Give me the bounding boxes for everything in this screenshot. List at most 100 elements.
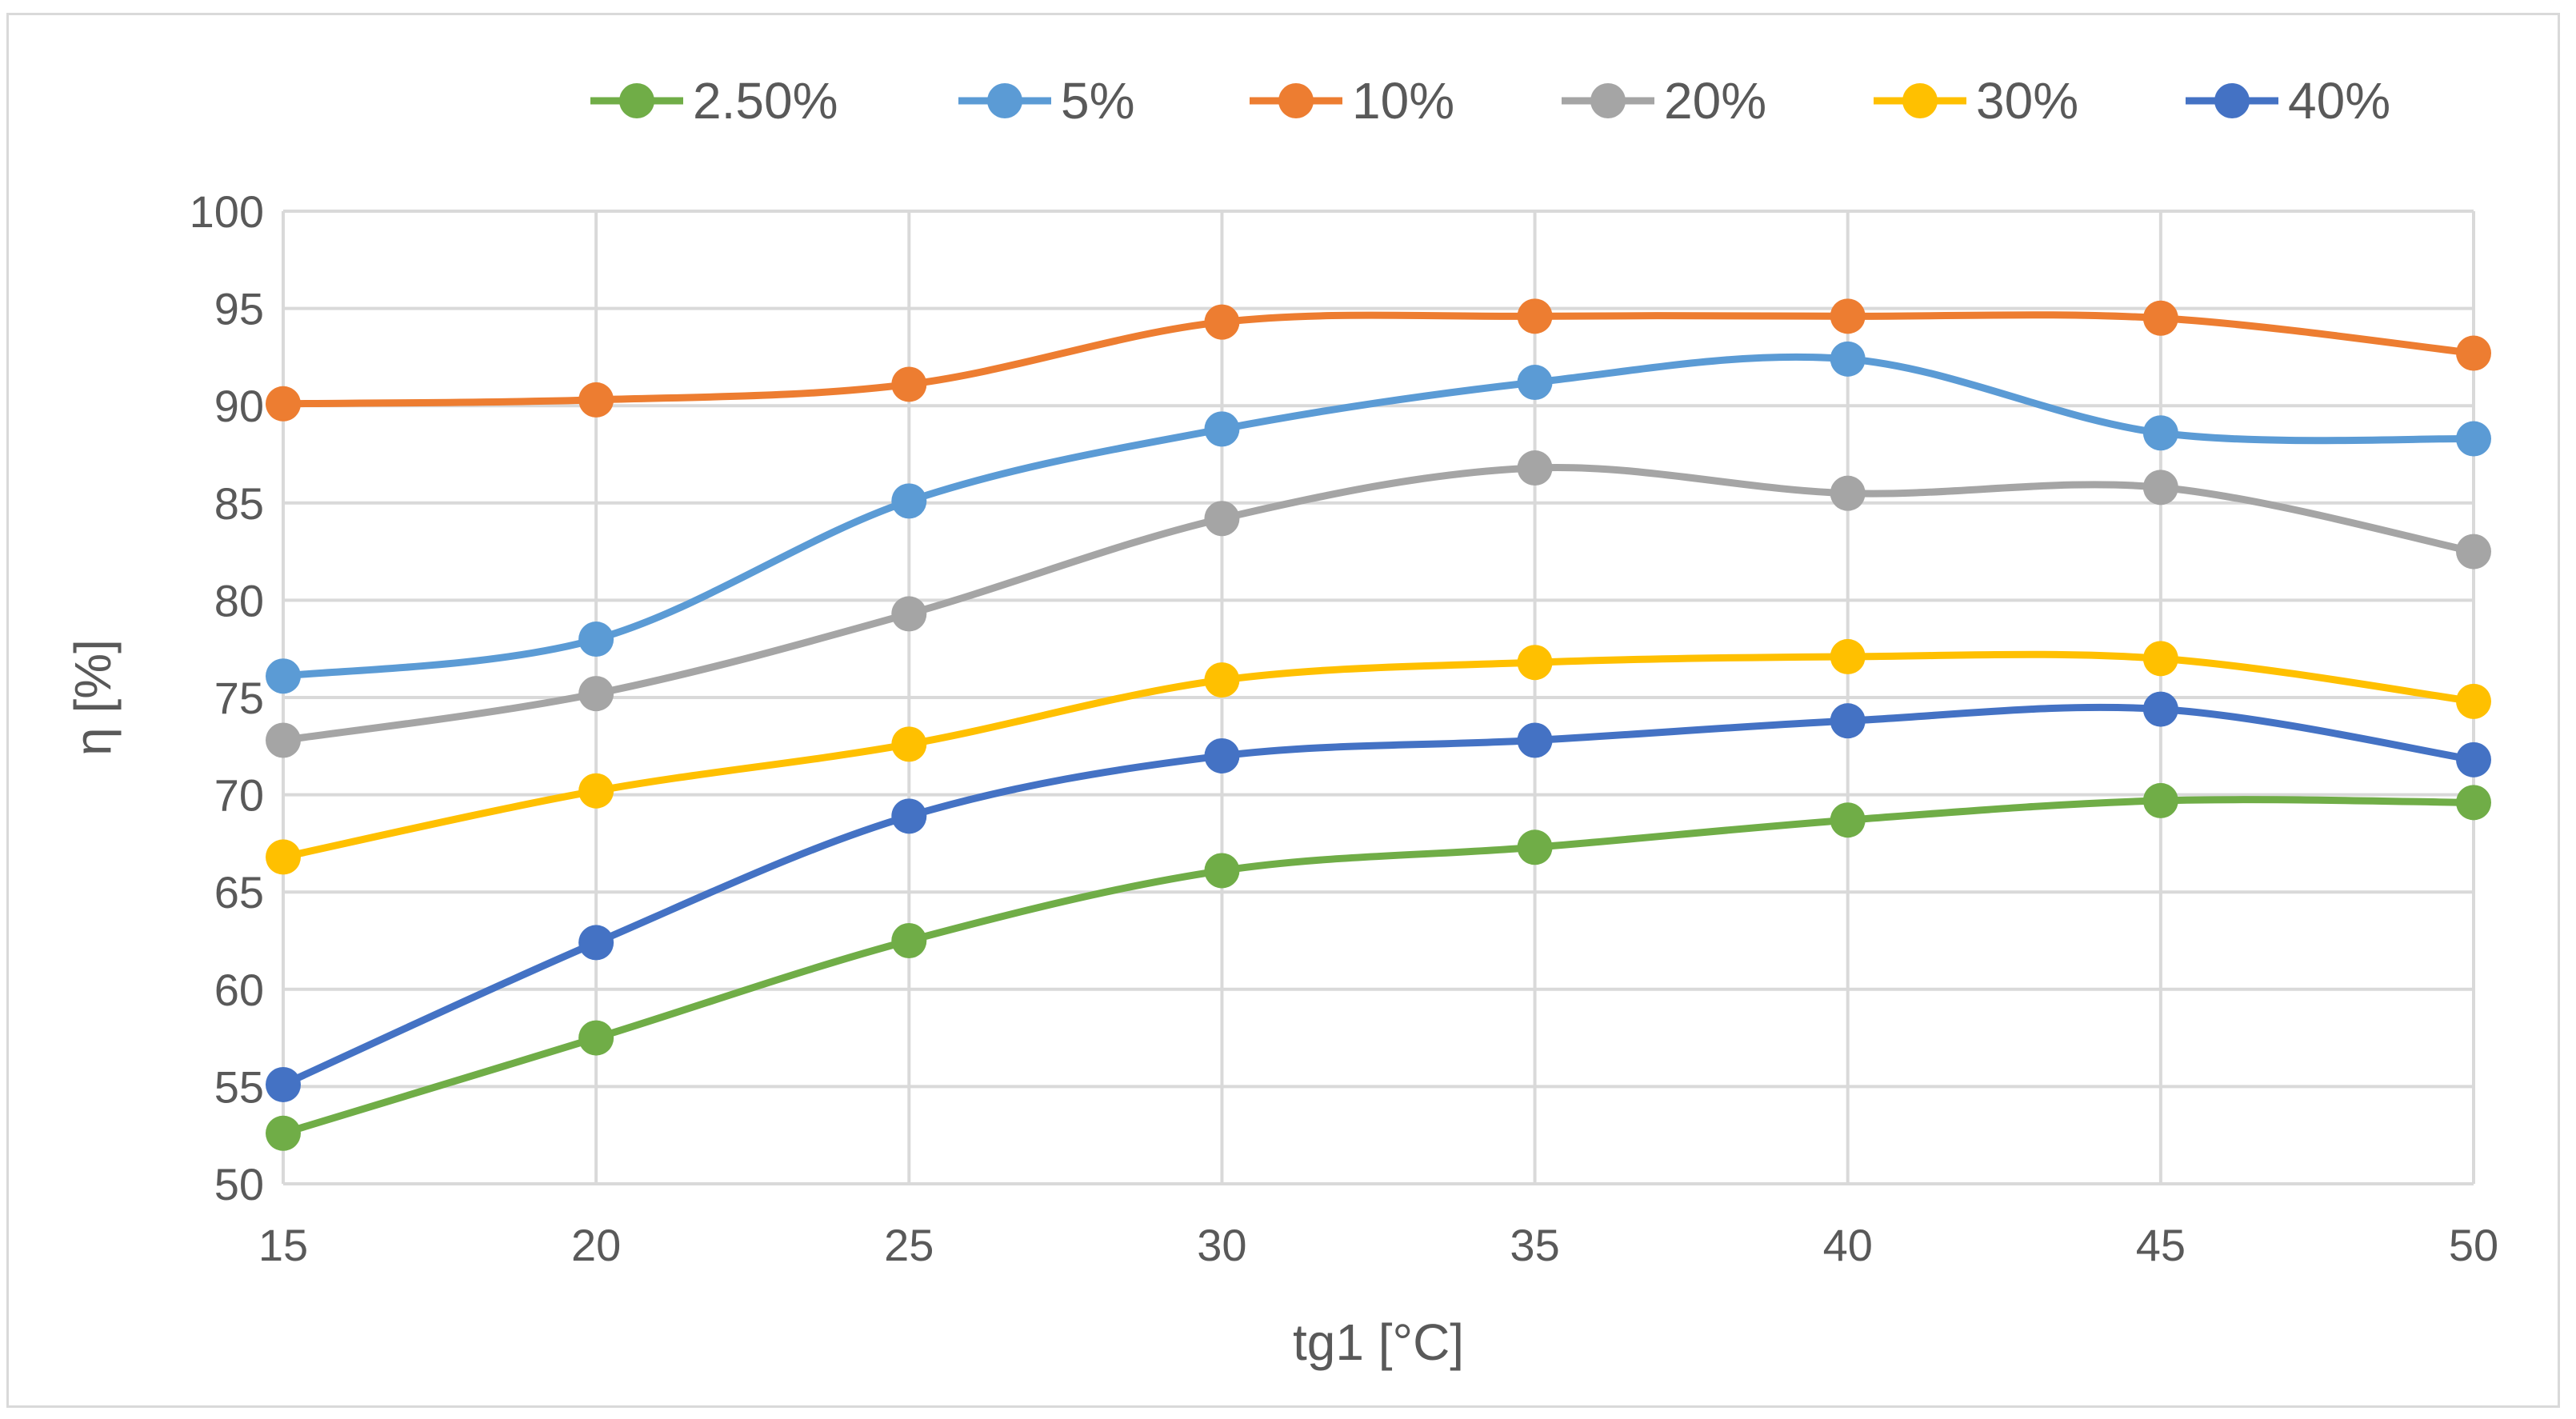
data-point (1517, 829, 1553, 865)
data-point (578, 676, 614, 712)
series-line (279, 311, 2478, 408)
legend-entry: 20% (1562, 72, 1766, 130)
data-point (891, 366, 927, 402)
data-point (266, 1115, 301, 1151)
legend-marker (1590, 83, 1626, 118)
data-point (266, 386, 301, 422)
legend-label: 2.50% (693, 72, 838, 130)
data-point (1517, 365, 1553, 401)
data-point (891, 923, 927, 958)
y-tick-label: 75 (214, 673, 264, 723)
data-point (1830, 802, 1866, 838)
x-tick-label: 15 (258, 1220, 308, 1270)
data-point (1830, 341, 1866, 377)
legend-entry: 30% (1874, 72, 2078, 130)
y-tick-label: 80 (214, 575, 264, 626)
data-point (266, 722, 301, 758)
series-40% (266, 691, 2491, 1102)
data-point (891, 483, 927, 519)
data-point (2456, 534, 2491, 570)
axes: 50 55 60 65 70 75 80 85 90 95 100 15 20 25 30 35 40 45 50 (190, 186, 2499, 1270)
data-point (1204, 662, 1240, 698)
y-tick-label: 85 (214, 478, 264, 529)
data-point (1204, 304, 1240, 340)
series-line (279, 703, 2478, 1089)
legend-entry: 5% (958, 72, 1135, 130)
x-tick-label: 45 (2136, 1220, 2186, 1270)
x-tick-label: 25 (884, 1220, 934, 1270)
data-point (1517, 450, 1553, 486)
legend-label: 5% (1061, 72, 1135, 130)
data-point (1830, 298, 1866, 334)
x-tick-label: 30 (1197, 1220, 1246, 1270)
data-point (266, 1066, 301, 1102)
series-2.50% (266, 782, 2491, 1151)
y-tick-label: 95 (214, 284, 264, 334)
legend-marker (987, 83, 1022, 118)
data-point (1204, 853, 1240, 889)
legend-entry: 10% (1250, 72, 1454, 130)
data-point (2456, 785, 2491, 821)
data-point (2142, 415, 2178, 451)
data-point (1204, 411, 1240, 447)
data-series (266, 298, 2491, 1151)
x-tick-label: 35 (1510, 1220, 1559, 1270)
legend-label: 20% (1664, 72, 1766, 130)
legend-marker (1278, 83, 1314, 118)
data-point (2142, 470, 2178, 506)
y-tick-label: 60 (214, 965, 264, 1015)
data-point (2456, 421, 2491, 457)
x-axis-title: tg1 [°C] (1293, 1313, 1464, 1371)
legend: 2.50% 5% 10% 20% 30% 40% (590, 72, 2390, 130)
data-point (578, 773, 614, 809)
data-point (266, 658, 301, 694)
series-10% (266, 298, 2491, 422)
series-20% (266, 450, 2491, 758)
data-point (2456, 683, 2491, 719)
series-line (279, 650, 2478, 861)
series-5% (266, 341, 2491, 694)
y-tick-label: 65 (214, 867, 264, 917)
legend-label: 40% (2288, 72, 2390, 130)
data-point (266, 839, 301, 875)
data-point (578, 382, 614, 418)
y-axis-title: η [%] (64, 639, 122, 756)
y-tick-label: 55 (214, 1061, 264, 1112)
legend-marker (619, 83, 654, 118)
x-tick-label: 20 (571, 1220, 621, 1270)
data-point (891, 798, 927, 834)
data-point (2456, 741, 2491, 777)
data-point (2142, 300, 2178, 336)
data-point (1830, 638, 1866, 674)
legend-label: 10% (1352, 72, 1454, 130)
data-point (2142, 782, 2178, 818)
data-point (1517, 722, 1553, 758)
data-point (578, 1020, 614, 1056)
y-tick-label: 100 (190, 186, 264, 237)
data-point (1517, 298, 1553, 334)
data-point (891, 726, 927, 762)
legend-marker (2214, 83, 2250, 118)
data-point (2142, 641, 2178, 677)
series-line (279, 796, 2478, 1137)
data-point (1830, 475, 1866, 511)
data-point (1204, 737, 1240, 773)
data-point (891, 596, 927, 632)
y-tick-label: 50 (214, 1159, 264, 1209)
data-point (578, 925, 614, 961)
series-line (279, 464, 2478, 745)
legend-marker (1902, 83, 1938, 118)
legend-entry: 40% (2186, 72, 2390, 130)
series-line (279, 353, 2478, 680)
y-tick-label: 70 (214, 770, 264, 821)
x-tick-label: 50 (2449, 1220, 2498, 1270)
data-point (1517, 645, 1553, 681)
data-point (1204, 501, 1240, 537)
data-point (2142, 691, 2178, 727)
data-point (1830, 703, 1866, 739)
series-30% (266, 638, 2491, 875)
y-tick-label: 90 (214, 381, 264, 431)
x-tick-label: 40 (1823, 1220, 1873, 1270)
data-point (2456, 335, 2491, 371)
